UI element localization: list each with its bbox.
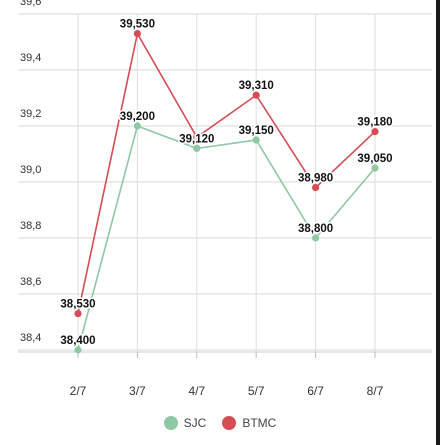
x-tick-label: 2/7	[70, 384, 87, 398]
x-tick-label: 5/7	[248, 384, 265, 398]
data-label-btmc: 39,310	[239, 80, 274, 92]
y-tick-label: 39,2	[20, 108, 41, 120]
x-axis-tick-labels: 2/7 3/7 4/7 5/7 6/7 8/7	[70, 384, 384, 398]
data-point-btmc	[74, 310, 82, 318]
series-group	[74, 29, 379, 354]
series-line-sjc	[77, 124, 376, 351]
legend-item-btmc[interactable]: BTMC	[222, 416, 276, 430]
data-label-sjc: 39,150	[239, 125, 274, 137]
y-tick-label: 39,0	[20, 164, 41, 176]
x-tick-label: 6/7	[307, 384, 324, 398]
y-tick-label: 38,6	[20, 276, 41, 288]
legend-swatch-sjc	[163, 416, 178, 430]
right-edge-border	[436, 0, 440, 445]
y-tick-label: 39,4	[20, 52, 41, 64]
y-tick-label: 38,8	[20, 220, 41, 232]
data-label-sjc: 39,050	[357, 153, 392, 165]
data-label-sjc: 39,120	[179, 133, 214, 145]
x-tick-label: 3/7	[129, 384, 146, 398]
x-tick-label: 4/7	[188, 384, 205, 398]
data-point-btmc	[371, 128, 379, 136]
y-tick-label: 38,4	[20, 332, 41, 344]
data-point-sjc	[252, 136, 260, 144]
data-point-btmc	[312, 184, 320, 192]
legend: SJC BTMC	[0, 416, 440, 430]
data-point-sjc	[74, 346, 82, 354]
data-label-btmc: 39,530	[120, 19, 155, 31]
data-point-btmc	[252, 91, 260, 99]
data-point-btmc	[193, 133, 201, 141]
x-tick-label: 8/7	[367, 384, 384, 398]
data-label-btmc: 38,980	[298, 173, 333, 185]
y-tick-label: 39,6	[20, 0, 41, 8]
y-axis-tick-labels: 39,6 39,4 39,2 39,0 38,8 38,6 38,4	[20, 0, 41, 344]
legend-label-btmc: BTMC	[242, 416, 277, 430]
legend-item-sjc[interactable]: SJC	[163, 416, 207, 430]
data-point-sjc	[312, 234, 320, 242]
data-labels: 38,400 39,200 39,120 39,150 38,800 39,050 38,5…	[59, 17, 394, 348]
data-label-sjc: 38,400	[60, 335, 95, 347]
legend-label-sjc: SJC	[183, 416, 207, 430]
data-label-sjc: 39,200	[120, 111, 155, 123]
data-label-btmc: 38,530	[60, 299, 95, 311]
series-line-btmc	[77, 31, 376, 314]
legend-swatch-btmc	[222, 416, 237, 430]
data-label-btmc: 39,180	[357, 117, 392, 129]
data-point-sjc	[193, 144, 201, 152]
data-point-sjc	[133, 122, 141, 130]
data-point-btmc	[133, 29, 141, 38]
data-point-sjc	[371, 164, 379, 172]
data-label-sjc: 38,800	[298, 223, 333, 235]
grid	[18, 13, 432, 358]
